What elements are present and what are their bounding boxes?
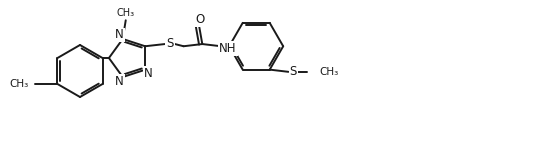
Text: N: N (144, 67, 153, 80)
Text: N: N (115, 28, 124, 41)
Text: CH₃: CH₃ (117, 8, 135, 18)
Text: N: N (115, 75, 124, 88)
Text: CH₃: CH₃ (9, 79, 29, 89)
Text: S: S (290, 65, 297, 78)
Text: O: O (195, 13, 204, 26)
Text: CH₃: CH₃ (319, 67, 338, 77)
Text: NH: NH (219, 42, 237, 55)
Text: S: S (166, 37, 174, 49)
